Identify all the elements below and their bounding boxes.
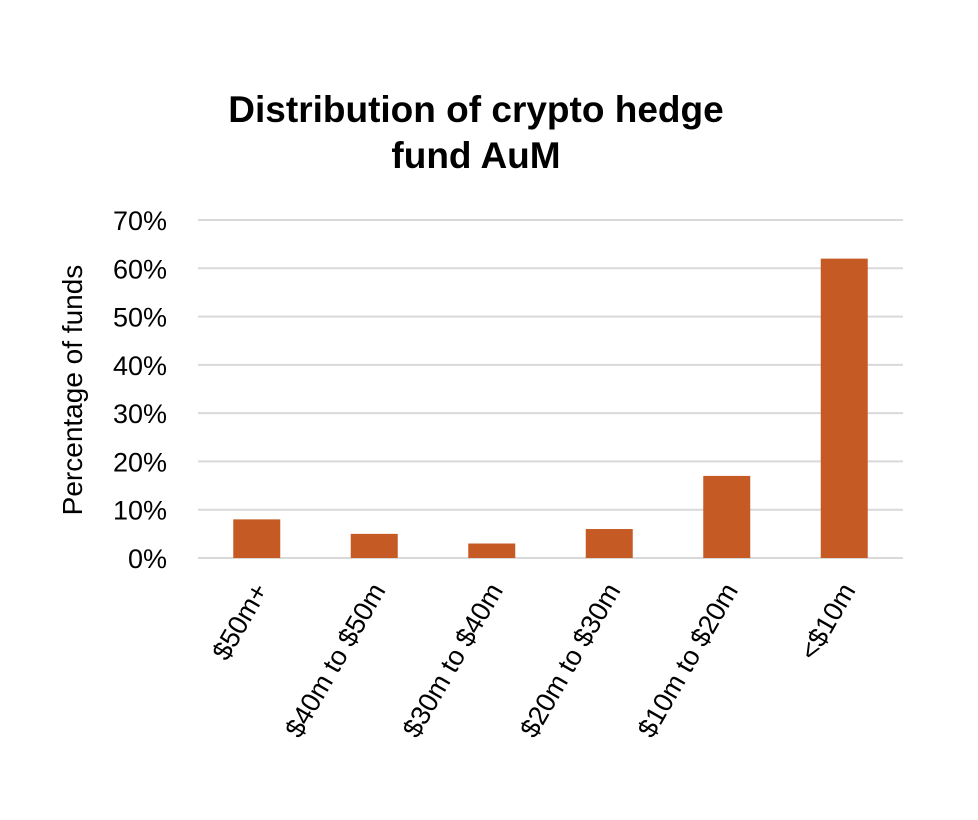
y-tick-label: 50% [113, 303, 167, 333]
y-axis-title: Percentage of funds [57, 265, 88, 516]
chart-title-line-1: Distribution of crypto hedge [228, 89, 723, 130]
y-tick-label: 70% [113, 206, 167, 236]
y-tick-label: 0% [128, 544, 167, 574]
y-tick-label: 20% [113, 447, 167, 477]
chart-title-line-2: fund AuM [391, 135, 560, 176]
x-category-label: $20m to $30m [514, 578, 626, 742]
bar [585, 529, 633, 558]
gridlines [198, 219, 903, 559]
bar [703, 475, 751, 558]
x-category-label: $50m+ [206, 578, 274, 665]
x-category-label: $10m to $20m [632, 578, 744, 742]
bars [233, 258, 868, 558]
x-axis-category-labels: $50m+ $40m to $50m $30m to $40m $20m to $30… [206, 578, 861, 742]
bar [233, 519, 281, 558]
y-tick-label: 10% [113, 496, 167, 526]
y-tick-label: 30% [113, 399, 167, 429]
bar [820, 258, 868, 558]
y-axis-ticks: 0% 10% 20% 30% 40% 50% 60% 70% [113, 206, 167, 574]
bar [350, 533, 398, 558]
bar [468, 543, 516, 558]
y-tick-label: 60% [113, 254, 167, 284]
x-category-label: $30m to $40m [397, 578, 509, 742]
x-category-label: $40m to $50m [279, 578, 391, 742]
x-category-label: <$10m [794, 578, 862, 665]
y-tick-label: 40% [113, 351, 167, 381]
